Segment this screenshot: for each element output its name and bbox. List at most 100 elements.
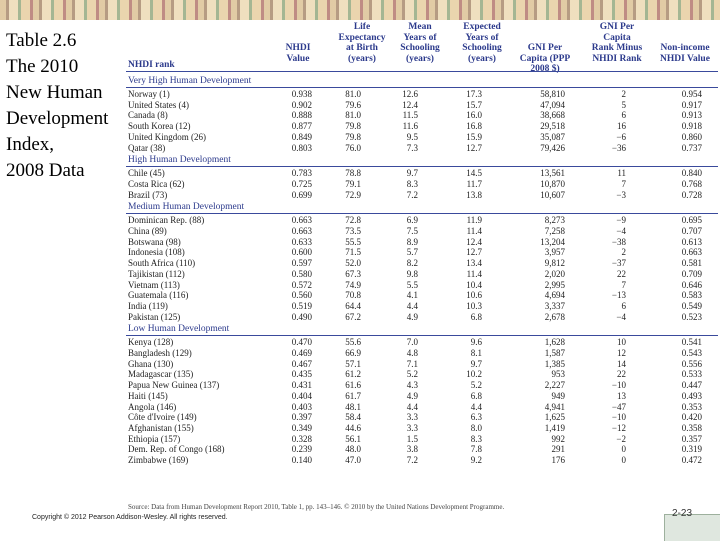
slide-title: Table 2.6 The 2010 New Human Development Ind…: [6, 28, 124, 184]
header-line: NHDI Value: [660, 53, 710, 64]
table-cell: 7.3: [406, 142, 418, 153]
table-cell: 52.0: [345, 258, 361, 269]
table-cell: 8.9: [406, 236, 418, 247]
table-cell: 0.913: [681, 110, 702, 121]
table-cell: −38: [611, 236, 626, 247]
header-line: GNI Per: [599, 22, 635, 32]
table-cell: 0.707: [681, 226, 702, 236]
table-cell: 67.3: [345, 268, 361, 279]
table-cell: 0.580: [291, 268, 312, 279]
table-cell: 949: [551, 390, 566, 401]
table-cell: 48.0: [345, 444, 361, 455]
table-cell: 2: [621, 247, 627, 258]
table-row: Brazil (73) 0.699 72.9 7.2 13.8 10,607 −3 0.728: [126, 190, 720, 201]
header-line: Capita (PPP: [519, 53, 571, 64]
header-nhdi-value: NHDI Value: [278, 43, 318, 64]
table-cell: 3.8: [406, 444, 418, 455]
table-cell: 4.4: [406, 300, 418, 311]
table-cell: 55.6: [345, 337, 361, 348]
title-line: Index,: [6, 134, 55, 155]
table-cell: 9.7: [406, 168, 418, 179]
section-rule: [126, 335, 718, 337]
table-cell: 6.9: [406, 215, 418, 226]
table-cell: 0.560: [291, 290, 312, 301]
table-cell: Costa Rica (62): [128, 178, 185, 189]
table-cell: 1.5: [406, 433, 418, 444]
header-line: NHDI: [285, 43, 311, 53]
table-cell: 0.431: [291, 380, 312, 391]
header-line: 2008 $): [530, 64, 560, 74]
table-cell: 11.9: [466, 215, 482, 226]
table-cell: 9.6: [470, 337, 482, 348]
title-line: New Human: [6, 82, 103, 103]
table-cell: South Korea (12): [128, 121, 191, 132]
table-cell: 76.0: [345, 142, 361, 153]
table-row: Zimbabwe (169) 0.140 47.0 7.2 9.2 176 0 0.472: [126, 455, 720, 466]
table-cell: 1,625: [544, 412, 565, 423]
table-cell: 79.8: [345, 121, 361, 132]
table-row: Afghanistan (155) 0.349 44.6 3.3 8.0 1,419 −12…: [126, 423, 720, 434]
table-cell: 0.469: [291, 348, 312, 358]
table-cell: 12.4: [466, 236, 482, 247]
header-line: Non-income: [660, 43, 710, 53]
table-cell: 3.3: [406, 412, 418, 423]
table-cell: 44.6: [345, 422, 361, 433]
table-cell: 0.403: [291, 401, 312, 412]
table-cell: Madagascar (135): [128, 369, 194, 380]
table-cell: 0.435: [291, 369, 312, 380]
header-line: Mean: [408, 22, 432, 32]
table-cell: 0.840: [681, 168, 702, 179]
table-cell: Zimbabwe (169): [128, 455, 189, 465]
table-cell: 0.783: [291, 168, 312, 179]
table-cell: 11.7: [466, 178, 482, 189]
table-cell: 0.849: [291, 131, 312, 142]
table-cell: 4,694: [544, 290, 565, 301]
table-cell: 61.6: [345, 380, 361, 391]
table-cell: 4.3: [406, 380, 418, 391]
hdi-table: NHDI Value Life Expectancy at Birth (years) …: [126, 20, 720, 512]
header-line: Rank Minus: [591, 43, 643, 53]
table-cell: 57.1: [345, 358, 361, 369]
table-cell: 0.663: [681, 247, 702, 258]
table-cell: 13.4: [466, 258, 482, 269]
header-line: (years): [348, 53, 376, 64]
table-cell: 70.8: [345, 290, 361, 301]
table-cell: 58,810: [540, 89, 565, 99]
source-note: Source: Data from Human Development Repo…: [128, 503, 505, 511]
table-cell: 2,227: [544, 380, 565, 391]
title-line: Development: [6, 108, 109, 129]
table-cell: 13.8: [466, 189, 482, 200]
table-cell: 7.2: [406, 189, 418, 200]
table-cell: 0.918: [681, 121, 702, 132]
table-cell: Dominican Rep. (88): [128, 215, 205, 226]
table-cell: −47: [611, 401, 626, 412]
title-line: 2008 Data: [6, 160, 85, 181]
table-cell: 0: [621, 444, 627, 455]
header-line: Years of: [403, 32, 437, 43]
table-cell: Ghana (130): [128, 358, 174, 369]
table-cell: 0.572: [291, 279, 312, 290]
table-cell: 38,668: [540, 110, 565, 121]
table-cell: 16: [617, 121, 626, 132]
table-cell: 0.490: [291, 311, 312, 322]
table-cell: −6: [616, 131, 626, 142]
table-row: Bangladesh (129) 0.469 66.9 4.8 8.1 1,587 12 0.…: [126, 348, 720, 359]
table-cell: 79.1: [345, 178, 361, 189]
table-cell: Angola (146): [128, 401, 177, 412]
header-mean-schooling: Mean Years of Schooling (years): [392, 22, 448, 64]
table-cell: 4.8: [406, 348, 418, 358]
table-cell: 4.9: [406, 311, 418, 322]
table-cell: 0.556: [681, 358, 702, 369]
table-cell: 953: [551, 369, 566, 380]
table-cell: 6: [621, 300, 627, 311]
table-cell: 291: [551, 444, 566, 455]
table-cell: Bangladesh (129): [128, 348, 192, 358]
table-cell: 4.1: [406, 290, 418, 301]
table-cell: 10,607: [540, 189, 565, 200]
header-expected-schooling: Expected Years of Schooling (years): [452, 22, 512, 64]
table-row: Madagascar (135) 0.435 61.2 5.2 10.2 953 22 0.5…: [126, 369, 720, 380]
table-cell: 13,204: [540, 236, 565, 247]
table-cell: 0.467: [291, 358, 312, 369]
table-cell: Vietnam (113): [128, 279, 180, 290]
table-cell: 7.0: [406, 337, 418, 348]
